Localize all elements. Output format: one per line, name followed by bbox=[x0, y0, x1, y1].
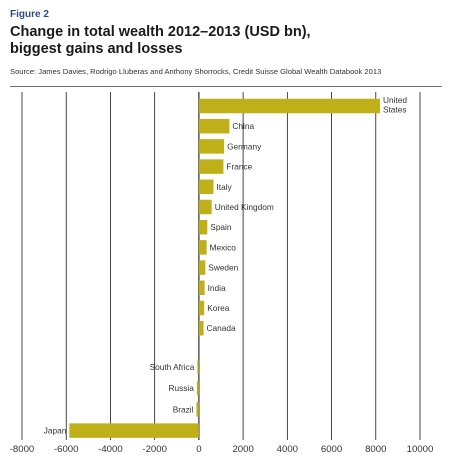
tick-label-2000: 2000 bbox=[232, 444, 253, 455]
bar-south-africa bbox=[197, 359, 199, 375]
bar-brazil bbox=[196, 402, 199, 417]
label-india: India bbox=[208, 283, 226, 293]
bar-korea bbox=[198, 300, 205, 316]
chart-title: Change in total wealth 2012–2013 (USD bn… bbox=[10, 24, 440, 58]
bar-germany bbox=[198, 139, 225, 154]
label-japan: Japan bbox=[44, 426, 67, 436]
bar-japan bbox=[69, 423, 199, 438]
label-sweden: Sweden bbox=[208, 263, 238, 273]
label-korea: Korea bbox=[207, 303, 230, 313]
tick-label-0: 0 bbox=[196, 444, 201, 455]
label-canada: Canada bbox=[207, 323, 236, 333]
tick-label-10000: 10000 bbox=[407, 444, 434, 455]
label-united-kingdom: United Kingdom bbox=[215, 202, 274, 212]
label-spain: Spain bbox=[210, 222, 232, 232]
label-france: France bbox=[226, 162, 252, 172]
tick-label-6000: 6000 bbox=[321, 444, 342, 455]
bar-russia bbox=[196, 380, 199, 396]
bar-france bbox=[198, 159, 224, 174]
gridlines bbox=[21, 92, 421, 440]
figure-label: Figure 2 bbox=[10, 9, 49, 20]
tick-label-8000: 8000 bbox=[365, 444, 386, 455]
chart-title-line-2: biggest gains and losses bbox=[10, 41, 183, 57]
label-brazil: Brazil bbox=[173, 404, 194, 414]
category-labels: United States China Germany France Italy Unite… bbox=[44, 95, 408, 436]
label-united-states: United States bbox=[383, 95, 407, 115]
chart-title-line-1: Change in total wealth 2012–2013 (USD bn… bbox=[10, 24, 311, 40]
tick-label--6000: -6000 bbox=[54, 444, 79, 455]
bars bbox=[69, 98, 380, 438]
bar-canada bbox=[198, 320, 204, 336]
header-divider bbox=[10, 86, 442, 87]
tick-label--8000: -8000 bbox=[10, 444, 35, 455]
source-note: Source: James Davies, Rodrigo Lluberas a… bbox=[10, 67, 382, 76]
label-china: China bbox=[232, 121, 254, 131]
label-italy: Italy bbox=[216, 182, 232, 192]
bar-united-states bbox=[198, 98, 380, 114]
bar-mexico bbox=[198, 240, 207, 255]
bar-india bbox=[198, 280, 205, 296]
bar-sweden bbox=[198, 260, 206, 275]
bar-united-kingdom bbox=[198, 199, 212, 215]
tick-label--2000: -2000 bbox=[142, 444, 167, 455]
label-south-africa: South Africa bbox=[150, 362, 195, 372]
label-mexico: Mexico bbox=[210, 242, 237, 252]
tick-label-4000: 4000 bbox=[277, 444, 298, 455]
label-germany: Germany bbox=[227, 141, 262, 151]
label-russia: Russia bbox=[169, 383, 195, 393]
x-axis-ticks: -8000 -6000 -4000 -2000 0 2000 4000 6000 8000 100… bbox=[10, 444, 434, 455]
bar-italy bbox=[198, 179, 214, 195]
tick-label--4000: -4000 bbox=[98, 444, 123, 455]
bar-china bbox=[198, 118, 230, 134]
bar-spain bbox=[198, 219, 208, 235]
